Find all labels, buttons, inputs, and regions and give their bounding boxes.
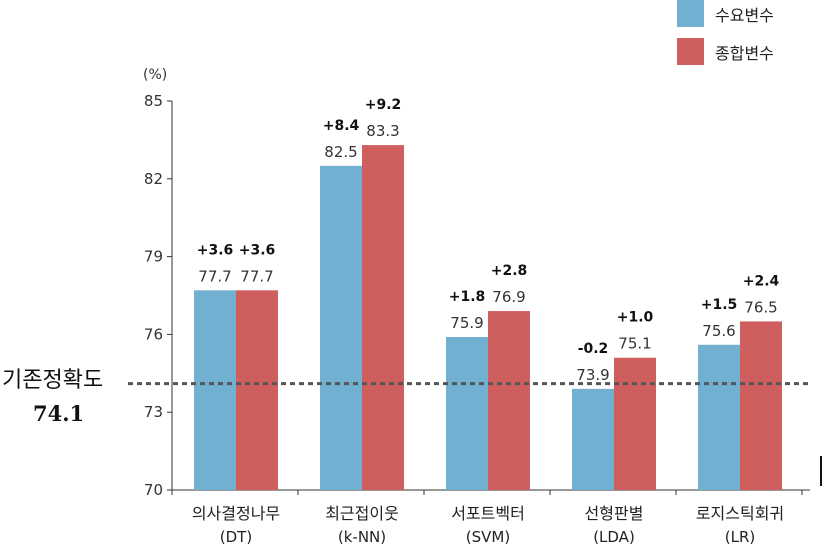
- category-label: 최근접이웃: [325, 504, 399, 523]
- bar: [194, 290, 236, 490]
- y-tick-label: 85: [144, 92, 163, 110]
- diff-label: +1.8: [449, 289, 486, 305]
- category-abbr-label: (DT): [220, 528, 252, 546]
- value-label: 76.5: [744, 298, 777, 316]
- bar: [572, 388, 614, 490]
- diff-label: +3.6: [239, 242, 276, 258]
- bar: [320, 165, 362, 491]
- value-label: 73.9: [576, 366, 609, 384]
- bar: [740, 321, 782, 490]
- y-unit-label: (%): [143, 67, 167, 83]
- value-label: 83.3: [366, 122, 399, 140]
- legend-label-combined: 종합변수: [715, 43, 774, 63]
- legend-swatch-combined: [677, 38, 704, 65]
- diff-label: +2.8: [491, 263, 528, 279]
- category-label: 선형판별: [585, 504, 644, 523]
- bar: [614, 357, 656, 490]
- category-label: 의사결정나무: [192, 504, 280, 523]
- y-tick-label: 70: [144, 481, 163, 499]
- legend-item-demand: 수요변수: [677, 0, 774, 27]
- diff-label: +9.2: [365, 97, 402, 113]
- diff-label: +3.6: [197, 242, 234, 258]
- category-abbr-label: (LR): [725, 528, 755, 546]
- bar: [446, 336, 488, 490]
- baseline-title: 기존정확도: [2, 368, 104, 393]
- diff-label: +8.4: [323, 118, 360, 134]
- bar: [488, 311, 530, 490]
- legend-item-combined: 종합변수: [677, 38, 774, 65]
- y-tick-label: 76: [144, 325, 163, 343]
- vertical-marker: [820, 456, 822, 486]
- category-abbr-label: (k-NN): [338, 528, 386, 546]
- category-abbr-label: (LDA): [593, 528, 635, 546]
- value-label: 75.1: [618, 335, 651, 353]
- diff-label: +1.5: [701, 297, 738, 313]
- value-label: 82.5: [324, 143, 357, 161]
- diff-label: +1.0: [617, 310, 654, 326]
- value-label: 77.7: [198, 267, 231, 285]
- value-label: 75.9: [450, 314, 483, 332]
- category-label: 로지스틱회귀: [696, 504, 784, 523]
- category-label: 서포트벡터: [451, 504, 525, 523]
- value-label: 75.6: [702, 322, 735, 340]
- y-tick-label: 82: [144, 170, 163, 188]
- legend-swatch-demand: [677, 0, 704, 27]
- category-abbr-label: (SVM): [466, 528, 510, 546]
- bar: [236, 290, 278, 490]
- bar: [362, 145, 404, 490]
- value-label: 77.7: [240, 267, 273, 285]
- y-tick-label: 73: [144, 403, 163, 421]
- diff-label: +2.4: [743, 273, 780, 289]
- legend-label-demand: 수요변수: [715, 5, 774, 25]
- baseline-value: 74.1: [33, 401, 85, 426]
- bar: [698, 344, 740, 490]
- diff-label: -0.2: [578, 341, 609, 357]
- value-label: 76.9: [492, 288, 525, 306]
- y-tick-label: 79: [144, 248, 163, 266]
